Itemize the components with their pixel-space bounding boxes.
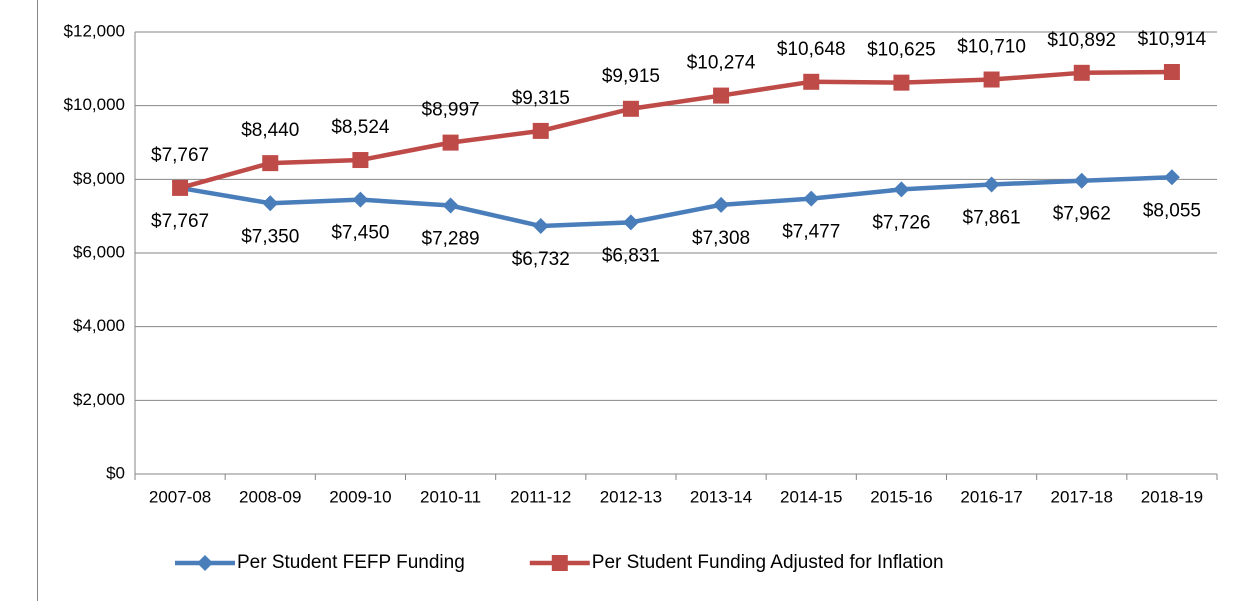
data-point bbox=[262, 155, 279, 172]
data-point bbox=[442, 197, 459, 214]
x-tick-label: 2008-09 bbox=[239, 487, 301, 506]
data-label: $7,726 bbox=[872, 212, 930, 233]
y-tick-label: $8,000 bbox=[73, 169, 125, 188]
y-tick-label: $0 bbox=[106, 463, 125, 482]
data-point bbox=[893, 74, 910, 91]
data-label: $10,710 bbox=[957, 37, 1026, 58]
x-tick-label: 2010-11 bbox=[420, 487, 481, 506]
data-point bbox=[803, 190, 820, 207]
x-tick-label: 2018-19 bbox=[1141, 487, 1203, 506]
data-point bbox=[532, 122, 549, 139]
data-label: $7,767 bbox=[151, 211, 209, 232]
data-label: $10,648 bbox=[777, 39, 846, 60]
data-label: $9,915 bbox=[602, 66, 660, 87]
data-point bbox=[262, 195, 279, 212]
data-label: $7,767 bbox=[151, 145, 209, 166]
data-point bbox=[1073, 64, 1090, 81]
y-tick-label: $2,000 bbox=[73, 390, 125, 409]
data-point bbox=[983, 71, 1000, 88]
x-tick-label: 2016-17 bbox=[960, 487, 1022, 506]
data-point bbox=[352, 191, 369, 208]
data-label: $8,524 bbox=[331, 117, 390, 138]
data-label: $10,914 bbox=[1138, 29, 1207, 50]
data-label: $10,892 bbox=[1047, 30, 1116, 51]
x-tick-label: 2017-18 bbox=[1051, 487, 1113, 506]
data-point bbox=[622, 214, 639, 231]
data-point bbox=[983, 176, 1000, 193]
data-label: $7,289 bbox=[422, 229, 480, 250]
data-label: $9,315 bbox=[512, 88, 570, 109]
data-label: $8,055 bbox=[1143, 200, 1201, 221]
y-tick-label: $10,000 bbox=[64, 95, 125, 114]
legend-label: Per Student FEFP Funding bbox=[237, 552, 465, 573]
legend-marker bbox=[197, 555, 213, 571]
data-point bbox=[172, 179, 189, 196]
data-point bbox=[1073, 172, 1090, 189]
x-tick-label: 2012-13 bbox=[600, 487, 662, 506]
data-point bbox=[622, 100, 639, 117]
data-point bbox=[1163, 169, 1180, 186]
data-label: $7,450 bbox=[331, 223, 389, 244]
data-point bbox=[713, 87, 730, 104]
data-label: $7,308 bbox=[692, 228, 750, 249]
data-point bbox=[713, 196, 730, 213]
data-label: $10,625 bbox=[867, 40, 936, 61]
x-tick-label: 2011-12 bbox=[510, 487, 571, 506]
data-label: $6,831 bbox=[602, 245, 660, 266]
data-label: $7,861 bbox=[963, 207, 1021, 228]
data-label: $6,732 bbox=[512, 249, 570, 270]
legend-marker bbox=[551, 555, 568, 571]
data-label: $8,997 bbox=[422, 100, 480, 121]
data-label: $7,350 bbox=[241, 226, 299, 247]
data-label: $10,274 bbox=[687, 53, 756, 74]
x-tick-label: 2014-15 bbox=[780, 487, 842, 506]
x-tick-label: 2007-08 bbox=[149, 487, 211, 506]
x-tick-label: 2013-14 bbox=[690, 487, 752, 506]
data-point bbox=[352, 152, 369, 169]
x-tick-label: 2009-10 bbox=[329, 487, 391, 506]
data-point bbox=[1163, 64, 1180, 81]
y-tick-label: $12,000 bbox=[64, 21, 125, 40]
data-point bbox=[893, 181, 910, 198]
data-label: $7,477 bbox=[782, 222, 840, 243]
y-tick-label: $4,000 bbox=[73, 316, 125, 335]
data-label: $7,962 bbox=[1053, 204, 1111, 225]
legend-label: Per Student Funding Adjusted for Inflati… bbox=[592, 552, 944, 573]
data-point bbox=[442, 134, 459, 151]
y-tick-label: $6,000 bbox=[73, 242, 125, 261]
x-tick-label: 2015-16 bbox=[870, 487, 932, 506]
data-point bbox=[803, 73, 820, 90]
series-line bbox=[179, 69, 1172, 191]
series-line bbox=[179, 175, 1173, 229]
data-label: $8,440 bbox=[241, 120, 299, 141]
data-point bbox=[532, 218, 549, 235]
